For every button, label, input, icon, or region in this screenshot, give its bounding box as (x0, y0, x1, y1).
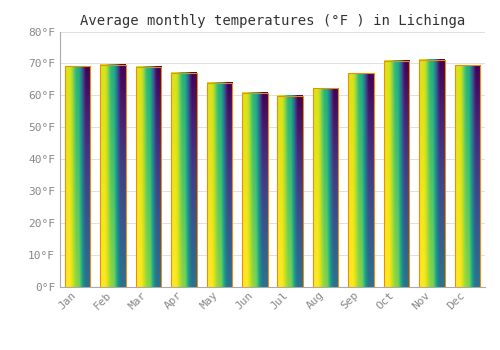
Bar (100, 65, 126, 287)
Bar (171, 73, 196, 287)
Bar (242, 93, 268, 287)
Bar (65, 66, 90, 287)
Bar (136, 67, 162, 287)
Bar (419, 60, 444, 287)
Bar (384, 61, 409, 287)
Bar (313, 88, 338, 287)
Bar (206, 83, 232, 287)
Bar (278, 96, 303, 287)
Bar (454, 65, 480, 287)
Bar (348, 74, 374, 287)
Title: Average monthly temperatures (°F ) in Lichinga: Average monthly temperatures (°F ) in Li… (80, 14, 465, 28)
